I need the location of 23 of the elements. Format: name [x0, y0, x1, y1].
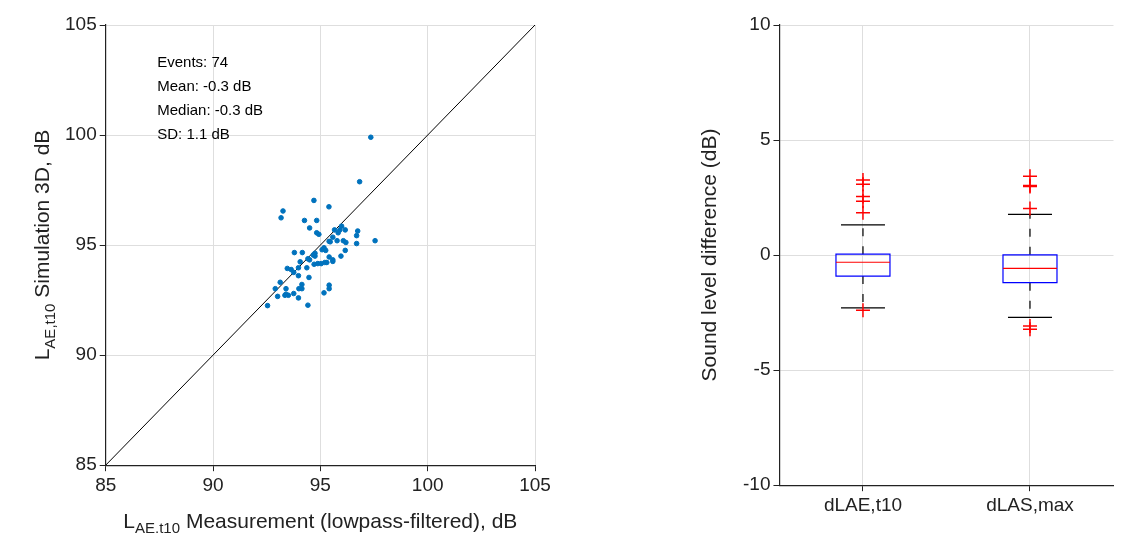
annotation: Median: -0.3 dB [157, 100, 264, 118]
y-tick-label: 0 [759, 243, 771, 265]
annotation: Mean: -0.3 dB [157, 76, 252, 94]
x-tick-label: dLAE,t10 [823, 493, 903, 515]
x-tick-label: 95 [309, 473, 331, 495]
annotation: Events: 74 [157, 52, 229, 70]
x-tick-label: 90 [202, 473, 224, 495]
y-tick-label: 100 [65, 123, 97, 145]
x-tick-label: 105 [519, 473, 551, 495]
annotation: SD: 1.1 dB [157, 124, 230, 142]
y-tick-label: -10 [742, 473, 771, 495]
x-tick-label: 85 [95, 473, 117, 495]
y-tick-label: 95 [75, 233, 97, 255]
y-tick-label: 90 [75, 343, 97, 365]
y-tick-label: 105 [65, 13, 97, 35]
x-axis-title: L$_{AE.t10}$ Measurement (lowpass-filtered), dB [123, 509, 518, 537]
y-tick-label: -5 [753, 358, 771, 380]
x-tick-label: dLAS,max [986, 493, 1075, 515]
y-tick-label: 10 [749, 13, 771, 35]
y-tick-label: 85 [75, 453, 97, 475]
y-axis-title: Sound level difference (dB) [697, 128, 722, 382]
y-tick-label: 5 [759, 128, 771, 150]
x-tick-label: 100 [411, 473, 444, 495]
